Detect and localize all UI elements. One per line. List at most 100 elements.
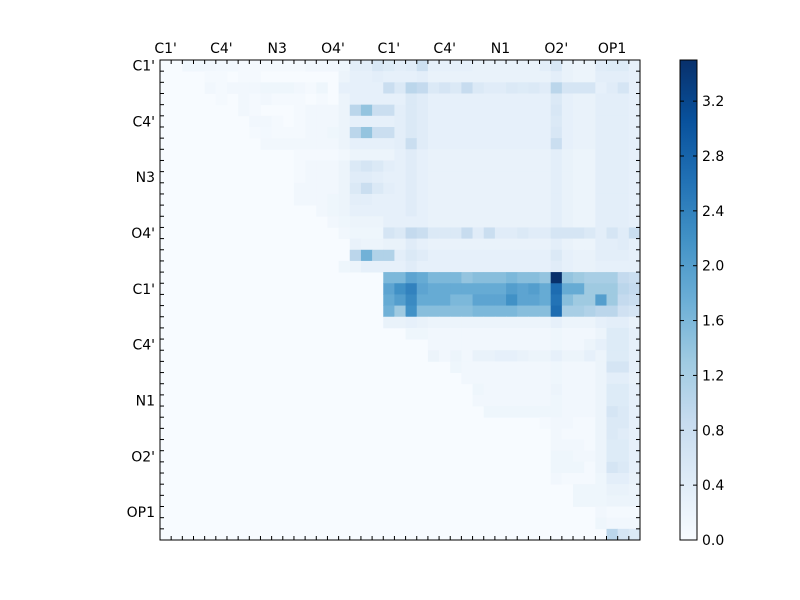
heatmap-cell <box>494 138 507 150</box>
heatmap-cell <box>338 126 351 139</box>
heatmap-cell <box>528 216 540 228</box>
heatmap-cell <box>249 104 261 117</box>
heatmap-cell <box>617 305 630 318</box>
heatmap-cell <box>595 283 607 295</box>
heatmap-cell <box>561 417 574 429</box>
heatmap-cell <box>439 205 451 217</box>
heatmap-cell <box>483 60 496 72</box>
heatmap-cell <box>617 193 630 206</box>
heatmap-cell <box>517 249 529 262</box>
heatmap-cell <box>595 428 607 440</box>
heatmap-cell <box>595 450 607 463</box>
heatmap-cell <box>606 216 619 228</box>
heatmap-cell <box>483 383 496 396</box>
heatmap-cell <box>383 305 395 318</box>
heatmap-cell <box>338 260 351 273</box>
heatmap-cell <box>584 383 596 396</box>
heatmap-cell <box>606 93 619 106</box>
heatmap-cell <box>606 461 619 474</box>
heatmap-cell <box>573 361 585 373</box>
heatmap-cell <box>506 260 518 273</box>
heatmap-cell <box>595 394 607 407</box>
heatmap-cell <box>483 305 496 318</box>
heatmap-cell <box>461 115 473 128</box>
heatmap-cell <box>394 104 406 117</box>
heatmap-cell <box>305 160 317 173</box>
heatmap-cell <box>394 126 406 139</box>
heatmap-cell <box>327 216 339 228</box>
x-tick-labels: C1' C4' N3 O4' C1' C4' N1 O2' OP1 <box>154 41 626 57</box>
heatmap-cell <box>472 205 485 217</box>
heatmap-cell <box>427 249 440 262</box>
heatmap-cell <box>561 350 574 362</box>
heatmap-cell <box>461 316 473 329</box>
heatmap-cell <box>550 82 563 94</box>
heatmap-cell <box>416 193 429 206</box>
heatmap-cell <box>472 93 485 106</box>
heatmap-cell <box>606 126 619 139</box>
heatmap-cell <box>483 227 496 239</box>
heatmap-cell <box>338 82 351 94</box>
heatmap-cell <box>539 294 552 306</box>
heatmap-cell <box>383 93 395 106</box>
heatmap-cell <box>394 60 406 72</box>
heatmap-cell <box>584 60 596 72</box>
heatmap-cell <box>483 126 496 139</box>
heatmap-cell <box>617 484 630 496</box>
heatmap-cell <box>595 439 607 452</box>
heatmap-cell <box>550 193 563 206</box>
heatmap-cell <box>483 149 496 161</box>
heatmap-cell <box>584 93 596 106</box>
heatmap-cell <box>617 450 630 463</box>
heatmap-cell <box>606 473 619 485</box>
heatmap-cell <box>528 171 540 184</box>
heatmap-cell <box>550 138 563 150</box>
heatmap-cell <box>617 227 630 239</box>
heatmap-cell <box>204 82 217 94</box>
heatmap-cell <box>528 93 540 106</box>
heatmap-cell <box>427 193 440 206</box>
heatmap-cell <box>528 126 540 139</box>
colorbar-label: 3.2 <box>702 94 724 110</box>
heatmap-cell <box>606 104 619 117</box>
heatmap-cell <box>271 126 284 139</box>
heatmap-cell <box>561 406 574 418</box>
heatmap-cell <box>360 260 373 273</box>
heatmap-cell <box>494 238 507 251</box>
heatmap-cell <box>517 93 529 106</box>
heatmap-cell <box>360 160 373 173</box>
heatmap-cell <box>372 182 384 195</box>
heatmap-cell <box>517 216 529 228</box>
colorbar <box>679 59 698 541</box>
heatmap-cell <box>539 205 552 217</box>
heatmap-cell <box>595 182 607 195</box>
heatmap-cell <box>383 82 395 94</box>
heatmap-cell <box>472 283 485 295</box>
heatmap-cell <box>595 372 607 385</box>
heatmap-cell <box>427 171 440 184</box>
heatmap-cell <box>539 316 552 329</box>
heatmap-cell <box>628 149 641 161</box>
heatmap-cell <box>360 238 373 251</box>
heatmap-cell <box>439 193 451 206</box>
heatmap-cell <box>360 60 373 72</box>
heatmap-cell <box>494 227 507 239</box>
heatmap-cell <box>494 82 507 94</box>
heatmap-cell <box>483 394 496 407</box>
heatmap-cell <box>204 60 217 72</box>
heatmap-cell <box>550 272 563 284</box>
heatmap-cell <box>461 182 473 195</box>
heatmap-cell <box>483 316 496 329</box>
heatmap-cell <box>628 294 641 306</box>
heatmap-cell <box>238 82 250 94</box>
heatmap-cell <box>338 193 351 206</box>
heatmap-cell <box>517 160 529 173</box>
heatmap-cell <box>260 93 273 106</box>
heatmap-cell <box>439 260 451 273</box>
heatmap-cell <box>249 60 261 72</box>
heatmap-cell <box>628 82 641 94</box>
heatmap-cell <box>439 104 451 117</box>
heatmap-cell <box>606 260 619 273</box>
heatmap-cell <box>293 138 306 150</box>
heatmap-cell <box>349 193 362 206</box>
